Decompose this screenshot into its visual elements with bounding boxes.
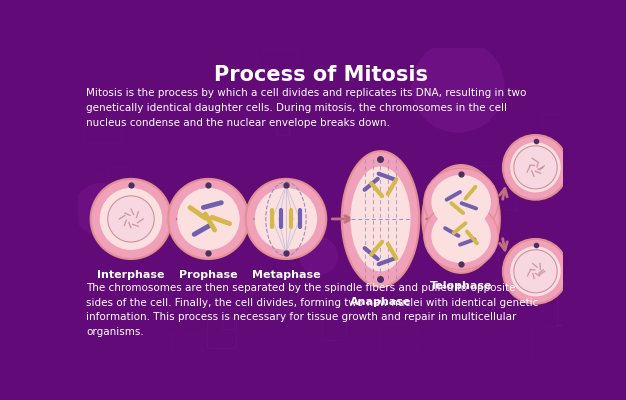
Bar: [322, 316, 346, 340]
Bar: [532, 326, 564, 358]
Bar: [369, 244, 404, 280]
Ellipse shape: [514, 250, 557, 293]
Bar: [90, 163, 103, 175]
Bar: [543, 114, 578, 149]
Text: Interphase: Interphase: [97, 270, 165, 280]
Bar: [222, 317, 234, 329]
Ellipse shape: [423, 165, 500, 273]
Ellipse shape: [91, 179, 172, 259]
Bar: [171, 334, 202, 364]
Text: Metaphase: Metaphase: [252, 270, 321, 280]
Bar: [84, 107, 120, 143]
Text: Prophase: Prophase: [179, 270, 238, 280]
Ellipse shape: [299, 237, 338, 275]
Bar: [95, 206, 123, 234]
Ellipse shape: [510, 246, 561, 296]
Ellipse shape: [424, 202, 498, 270]
Ellipse shape: [503, 135, 568, 200]
Bar: [201, 185, 230, 214]
Bar: [106, 167, 130, 190]
Bar: [207, 319, 236, 348]
Ellipse shape: [177, 188, 240, 250]
Bar: [386, 276, 401, 291]
Ellipse shape: [411, 40, 505, 133]
Bar: [503, 246, 535, 277]
Bar: [471, 165, 516, 210]
Ellipse shape: [510, 142, 561, 192]
Text: The chromosomes are then separated by the spindle fibers and pulled to opposite
: The chromosomes are then separated by th…: [86, 283, 538, 337]
Bar: [379, 324, 418, 363]
Bar: [275, 122, 289, 135]
Text: Process of Mitosis: Process of Mitosis: [214, 65, 428, 85]
Ellipse shape: [514, 146, 557, 189]
Bar: [557, 292, 590, 325]
Ellipse shape: [351, 166, 411, 272]
Ellipse shape: [424, 168, 498, 236]
Ellipse shape: [431, 175, 491, 229]
Ellipse shape: [245, 179, 326, 259]
Bar: [256, 49, 296, 90]
Bar: [498, 252, 515, 268]
Bar: [381, 206, 409, 235]
Ellipse shape: [431, 209, 491, 263]
Text: Mitosis is the process by which a cell divides and replicates its DNA, resulting: Mitosis is the process by which a cell d…: [86, 88, 526, 128]
Bar: [461, 192, 483, 214]
Ellipse shape: [168, 179, 249, 259]
Ellipse shape: [503, 239, 568, 304]
Ellipse shape: [74, 183, 128, 237]
Bar: [182, 97, 215, 130]
Bar: [290, 122, 316, 147]
Text: Telophase: Telophase: [430, 280, 493, 290]
Ellipse shape: [108, 196, 154, 242]
Ellipse shape: [342, 151, 419, 287]
Bar: [303, 217, 326, 239]
Ellipse shape: [100, 188, 162, 250]
Text: Anaphase: Anaphase: [350, 298, 411, 308]
Ellipse shape: [255, 188, 317, 250]
